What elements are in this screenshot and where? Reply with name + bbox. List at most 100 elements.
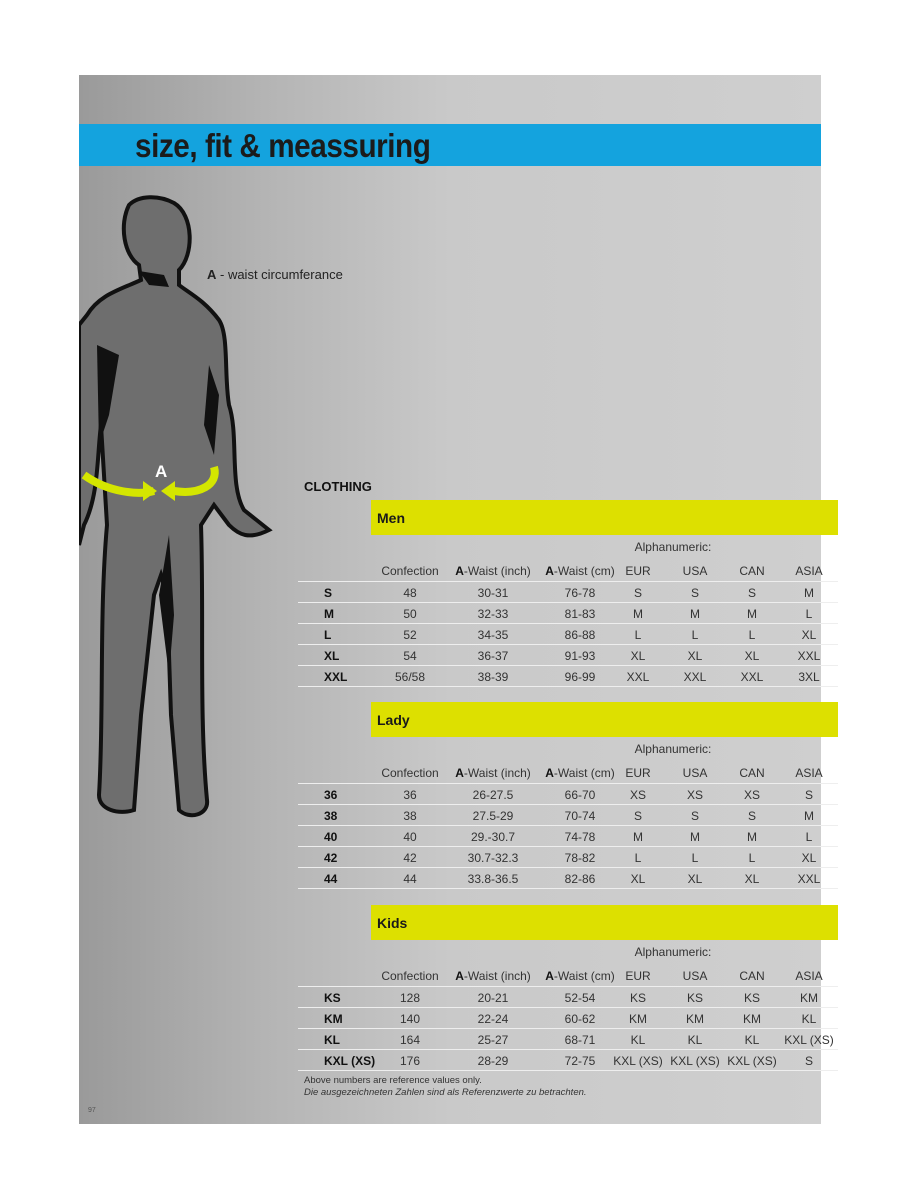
table-cell: 128 [399, 991, 421, 1005]
table-cell: XL [687, 649, 703, 663]
col-usa: USA [682, 766, 708, 780]
size-label: KXL (XS) [324, 1054, 376, 1068]
col-eur: EUR [625, 766, 651, 780]
alphanumeric-label: Alphanumeric: [634, 945, 712, 959]
page-title: size, fit & meassuring [135, 127, 431, 164]
table-row: 44 44 33.8-36.5 82-86 XL XL XL XXL [298, 867, 838, 889]
table-cell: S [633, 586, 643, 600]
page-number: 97 [88, 1107, 96, 1114]
table-row: 40 40 29.-30.7 74-78 M M M L [298, 825, 838, 847]
col-confection: Confection [381, 766, 439, 780]
size-label: 36 [324, 788, 338, 802]
table-cell: XL [744, 872, 760, 886]
size-label: XXL [324, 670, 348, 684]
section-header: Lady [371, 702, 838, 737]
table-cell: XL [630, 649, 646, 663]
table-cell: 70-74 [564, 809, 596, 823]
table-bottom-rule [298, 1070, 838, 1071]
col-waist-cm-key: A [545, 564, 554, 578]
col-asia: ASIA [795, 564, 823, 578]
title-band [79, 124, 821, 166]
col-waist-inch-label: -Waist (inch) [463, 969, 531, 983]
column-header-row: Confection A-Waist (inch) A-Waist (cm) E… [298, 965, 838, 986]
section-header: Men [371, 500, 838, 535]
table-cell: M [804, 586, 814, 600]
table-cell: XS [743, 788, 761, 802]
col-waist-inch-key: A [455, 564, 464, 578]
table-row: XXL 56/58 38-39 96-99 XXL XXL XXL 3XL [298, 665, 838, 687]
table-cell: KXL (XS) [727, 1054, 777, 1068]
table-cell: XL [801, 628, 817, 642]
col-waist-inch-key: A [455, 766, 464, 780]
section-title: Kids [377, 915, 408, 931]
table-cell: 38-39 [477, 670, 509, 684]
table-cell: M [804, 809, 814, 823]
table-cell: M [633, 830, 643, 844]
col-confection: Confection [381, 969, 439, 983]
table-cell: 86-88 [564, 628, 596, 642]
col-asia: ASIA [795, 766, 823, 780]
table-cell: 28-29 [477, 1054, 509, 1068]
table-cell: KM [800, 991, 818, 1005]
col-waist-cm-label: -Waist (cm) [553, 564, 615, 578]
table-cell: 91-93 [564, 649, 596, 663]
table-cell: S [804, 788, 814, 802]
table-cell: 72-75 [564, 1054, 596, 1068]
table-cell: L [748, 628, 756, 642]
legend-text: - waist circumferance [216, 267, 343, 282]
table-cell: 82-86 [564, 872, 596, 886]
table-cell: L [748, 851, 756, 865]
table-cell: 56/58 [394, 670, 426, 684]
table-cell: 3XL [798, 670, 820, 684]
table-cell: XXL [740, 670, 764, 684]
measurement-legend: A - waist circumferance [207, 267, 343, 282]
table-cell: KL [630, 1033, 646, 1047]
col-eur: EUR [625, 969, 651, 983]
column-header-row: Confection A-Waist (inch) A-Waist (cm) E… [298, 560, 838, 581]
col-can: CAN [739, 564, 765, 578]
footnotes: Above numbers are reference values only.… [304, 1075, 587, 1099]
table-cell: 30.7-32.3 [467, 851, 519, 865]
table-cell: XL [630, 872, 646, 886]
alphanumeric-label: Alphanumeric: [634, 742, 712, 756]
col-waist-cm-label: -Waist (cm) [553, 766, 615, 780]
col-waist-cm: A-Waist (cm) [545, 564, 615, 578]
table-cell: KL [744, 1033, 760, 1047]
col-asia: ASIA [795, 969, 823, 983]
table-cell: 36 [403, 788, 417, 802]
col-waist-inch-key: A [455, 969, 464, 983]
table-cell: 164 [399, 1033, 421, 1047]
table-cell: 40 [403, 830, 417, 844]
table-cell: S [747, 809, 757, 823]
table-cell: S [690, 586, 700, 600]
waist-marker-label: A [155, 462, 167, 481]
table-cell: L [691, 628, 699, 642]
col-can: CAN [739, 969, 765, 983]
table-cell: 33.8-36.5 [467, 872, 519, 886]
col-can: CAN [739, 766, 765, 780]
col-waist-cm: A-Waist (cm) [545, 969, 615, 983]
table-cell: KXL (XS) [784, 1033, 834, 1047]
size-label: L [324, 628, 332, 642]
table-cell: KS [686, 991, 704, 1005]
table-cell: 52-54 [564, 991, 596, 1005]
table-cell: 44 [403, 872, 417, 886]
table-row: S 48 30-31 76-78 S S S M [298, 581, 838, 603]
alphanumeric-label: Alphanumeric: [634, 540, 712, 554]
col-waist-inch: A-Waist (inch) [455, 766, 531, 780]
table-cell: 52 [403, 628, 417, 642]
table-cell: M [747, 830, 757, 844]
table-row: M 50 32-33 81-83 M M M L [298, 602, 838, 624]
table-cell: XL [801, 851, 817, 865]
table-cell: XXL [797, 649, 821, 663]
table-bottom-rule [298, 686, 838, 687]
waist-arrow-icon: A [81, 462, 219, 501]
table-cell: 66-70 [564, 788, 596, 802]
table-cell: KM [743, 1012, 761, 1026]
table-cell: 68-71 [564, 1033, 596, 1047]
table-row: XL 54 36-37 91-93 XL XL XL XXL [298, 644, 838, 666]
col-waist-cm-key: A [545, 766, 554, 780]
col-waist-cm-key: A [545, 969, 554, 983]
size-label: 42 [324, 851, 338, 865]
section-header: Kids [371, 905, 838, 940]
